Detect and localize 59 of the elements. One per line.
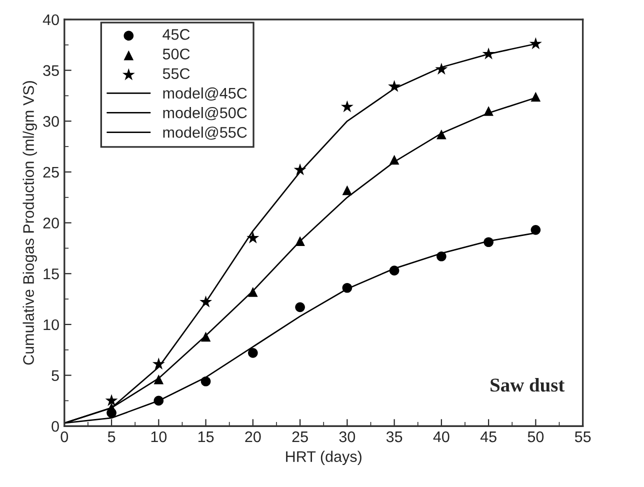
point (106, 402, 116, 413)
y-tick-label: 25 (43, 166, 59, 178)
x-tick-label: 0 (60, 431, 68, 442)
point (389, 154, 400, 165)
point (200, 332, 211, 342)
y-tick-label: 30 (43, 116, 59, 127)
point (105, 394, 118, 406)
y-tick-label: 5 (52, 370, 59, 381)
point (530, 92, 541, 102)
x-axis-title: HRT (days) (286, 450, 362, 466)
point (246, 231, 260, 244)
x-tick-label: 10 (151, 431, 167, 442)
x-tick-label: 25 (292, 431, 308, 442)
point (154, 374, 164, 384)
legend-label: model@55C (163, 126, 247, 140)
point (295, 302, 305, 312)
point (482, 47, 495, 60)
legend-label: 50C (162, 48, 190, 60)
y-axis-title: Cumulative Biogas Production (ml/gm VS) (22, 81, 37, 365)
point (436, 251, 446, 262)
point (529, 37, 542, 50)
annotation: Saw dust (490, 378, 565, 392)
point (484, 106, 494, 116)
point (248, 287, 258, 297)
point (154, 396, 164, 406)
point (200, 376, 211, 386)
point (294, 163, 306, 176)
legend-label: model@45C (163, 87, 247, 101)
point (152, 358, 165, 370)
x-tick-label: 45 (480, 432, 496, 442)
point (388, 80, 401, 92)
x-tick-label: 55 (574, 432, 591, 442)
point (435, 62, 448, 75)
point (389, 266, 400, 276)
point (342, 282, 352, 293)
x-tick-label: 30 (339, 431, 356, 442)
point (200, 296, 212, 308)
point (342, 185, 352, 196)
x-tick-label: 5 (108, 432, 116, 442)
point (248, 348, 258, 358)
point (436, 129, 446, 140)
point (530, 225, 541, 235)
point (295, 236, 305, 246)
y-tick-label: 20 (43, 218, 59, 228)
y-tick-label: 35 (43, 65, 59, 76)
point (340, 100, 354, 112)
y-tick-label: 10 (44, 319, 59, 330)
y-tick-label: 40 (42, 14, 59, 26)
legend-label: model@50C (163, 107, 247, 120)
x-tick-label: 50 (528, 431, 544, 442)
legend-label: 45C (162, 29, 190, 40)
legend-label: 55C (162, 68, 190, 80)
y-tick-label: 15 (44, 268, 59, 280)
point (484, 237, 494, 248)
x-tick-label: 15 (198, 432, 214, 442)
x-tick-label: 40 (433, 431, 450, 442)
y-tick-label: 0 (52, 420, 59, 432)
x-tick-label: 20 (245, 431, 261, 442)
x-tick-label: 35 (386, 431, 402, 442)
